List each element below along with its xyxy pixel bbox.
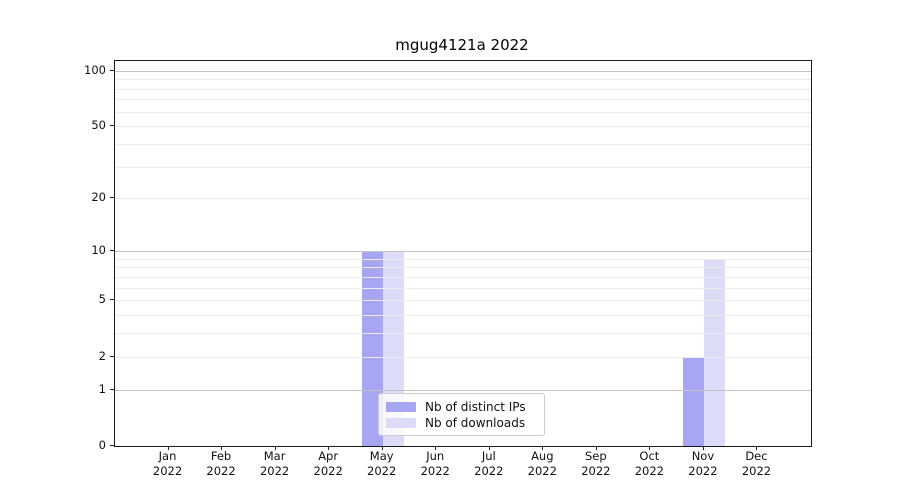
x-tick-mark-jun: [435, 446, 437, 450]
x-tick-mark-apr: [328, 446, 330, 450]
x-tick-label-mar: Mar 2022: [248, 449, 302, 479]
month-label: Jun: [426, 449, 445, 463]
x-tick-mark-dec: [756, 446, 758, 450]
gridline-minor-20: [115, 198, 811, 200]
month-label: Jan: [158, 449, 177, 463]
month-label: Dec: [745, 449, 768, 463]
x-tick-mark-jan: [167, 446, 169, 450]
x-tick-label-jul: Jul 2022: [462, 449, 516, 479]
gridline-minor-80: [115, 88, 811, 90]
month-label: Aug: [531, 449, 554, 463]
month-label: Apr: [318, 449, 339, 463]
month-label: Feb: [210, 449, 232, 463]
gridline-minor-9: [115, 258, 811, 260]
year-label: 2022: [474, 464, 504, 478]
gridline-minor-4: [115, 315, 811, 317]
y-tick-mark-20: [110, 197, 114, 199]
bar-nb-of-distinct-ips-nov: [682, 356, 704, 446]
year-label: 2022: [313, 464, 343, 478]
gridline-minor-70: [115, 99, 811, 101]
gridline-major-10: [115, 251, 811, 253]
gridline-minor-50: [115, 126, 811, 128]
x-tick-mark-aug: [542, 446, 544, 450]
year-label: 2022: [741, 464, 772, 478]
x-tick-label-jun: Jun 2022: [408, 449, 462, 479]
year-label: 2022: [420, 464, 450, 478]
gridline-minor-2: [115, 356, 811, 358]
gridline-minor-40: [115, 144, 811, 146]
month-label: Jul: [481, 449, 496, 463]
y-tick-mark-10: [110, 250, 114, 252]
legend: Nb of distinct IPs Nb of downloads: [378, 393, 545, 436]
x-tick-label-oct: Oct 2022: [622, 449, 676, 479]
year-label: 2022: [581, 464, 611, 478]
legend-swatch: [386, 401, 416, 412]
legend-label: Nb of downloads: [425, 415, 526, 430]
year-label: 2022: [152, 464, 183, 478]
gridline-minor-60: [115, 111, 811, 113]
y-tick-label-0: 0: [98, 438, 106, 452]
month-label: Oct: [639, 449, 660, 463]
gridline-minor-5: [115, 300, 811, 302]
x-tick-label-may: May 2022: [355, 449, 409, 479]
bar-nb-of-downloads-nov: [703, 258, 725, 446]
year-label: 2022: [206, 464, 236, 478]
y-tick-label-50: 50: [91, 118, 106, 133]
gridline-major-100: [115, 70, 811, 72]
chart-title: mgug4121a 2022: [395, 36, 529, 54]
x-tick-mark-oct: [649, 446, 651, 450]
y-tick-mark-1: [110, 388, 114, 390]
legend-item-nb-of-downloads: Nb of downloads: [386, 415, 536, 430]
month-label: May: [369, 449, 394, 463]
gridline-major-1: [115, 389, 811, 391]
y-tick-mark-5: [110, 299, 114, 301]
y-tick-label-10: 10: [91, 243, 106, 258]
year-label: 2022: [259, 464, 290, 478]
gridline-minor-3: [115, 333, 811, 335]
x-tick-label-nov: Nov 2022: [676, 449, 730, 479]
year-label: 2022: [688, 464, 718, 478]
y-tick-mark-2: [110, 355, 114, 357]
legend-item-nb-of-distinct-ips: Nb of distinct IPs: [386, 399, 536, 414]
x-tick-mark-feb: [221, 446, 223, 450]
y-tick-mark-100: [110, 69, 114, 71]
legend-label: Nb of distinct IPs: [425, 399, 526, 414]
x-tick-mark-sep: [595, 446, 597, 450]
month-label: Nov: [691, 449, 715, 463]
x-tick-mark-jul: [488, 446, 490, 450]
y-tick-mark-50: [110, 125, 114, 127]
plot-area: [114, 60, 812, 447]
x-tick-mark-may: [381, 446, 383, 450]
x-tick-label-aug: Aug 2022: [515, 449, 569, 479]
x-tick-label-feb: Feb 2022: [194, 449, 248, 479]
gridline-minor-7: [115, 276, 811, 278]
y-tick-label-100: 100: [84, 62, 106, 77]
year-label: 2022: [634, 464, 665, 478]
x-tick-label-sep: Sep 2022: [569, 449, 623, 479]
y-tick-label-5: 5: [98, 292, 106, 307]
bar-nb-of-distinct-ips-may: [361, 251, 383, 446]
x-tick-label-apr: Apr 2022: [301, 449, 355, 479]
y-tick-label-1: 1: [98, 381, 106, 396]
y-tick-mark-0: [110, 445, 114, 446]
x-tick-mark-nov: [702, 446, 704, 450]
gridline-minor-6: [115, 287, 811, 289]
y-tick-label-20: 20: [91, 190, 106, 205]
gridline-minor-90: [115, 79, 811, 81]
legend-swatch: [386, 417, 416, 428]
year-label: 2022: [527, 464, 557, 478]
month-label: Sep: [585, 449, 607, 463]
gridline-minor-8: [115, 267, 811, 269]
y-tick-label-2: 2: [98, 348, 106, 363]
x-tick-mark-mar: [274, 446, 276, 450]
x-tick-label-dec: Dec 2022: [729, 449, 783, 479]
year-label: 2022: [367, 464, 397, 478]
x-tick-label-jan: Jan 2022: [141, 449, 195, 479]
gridline-minor-30: [115, 166, 811, 168]
month-label: Mar: [263, 449, 286, 463]
